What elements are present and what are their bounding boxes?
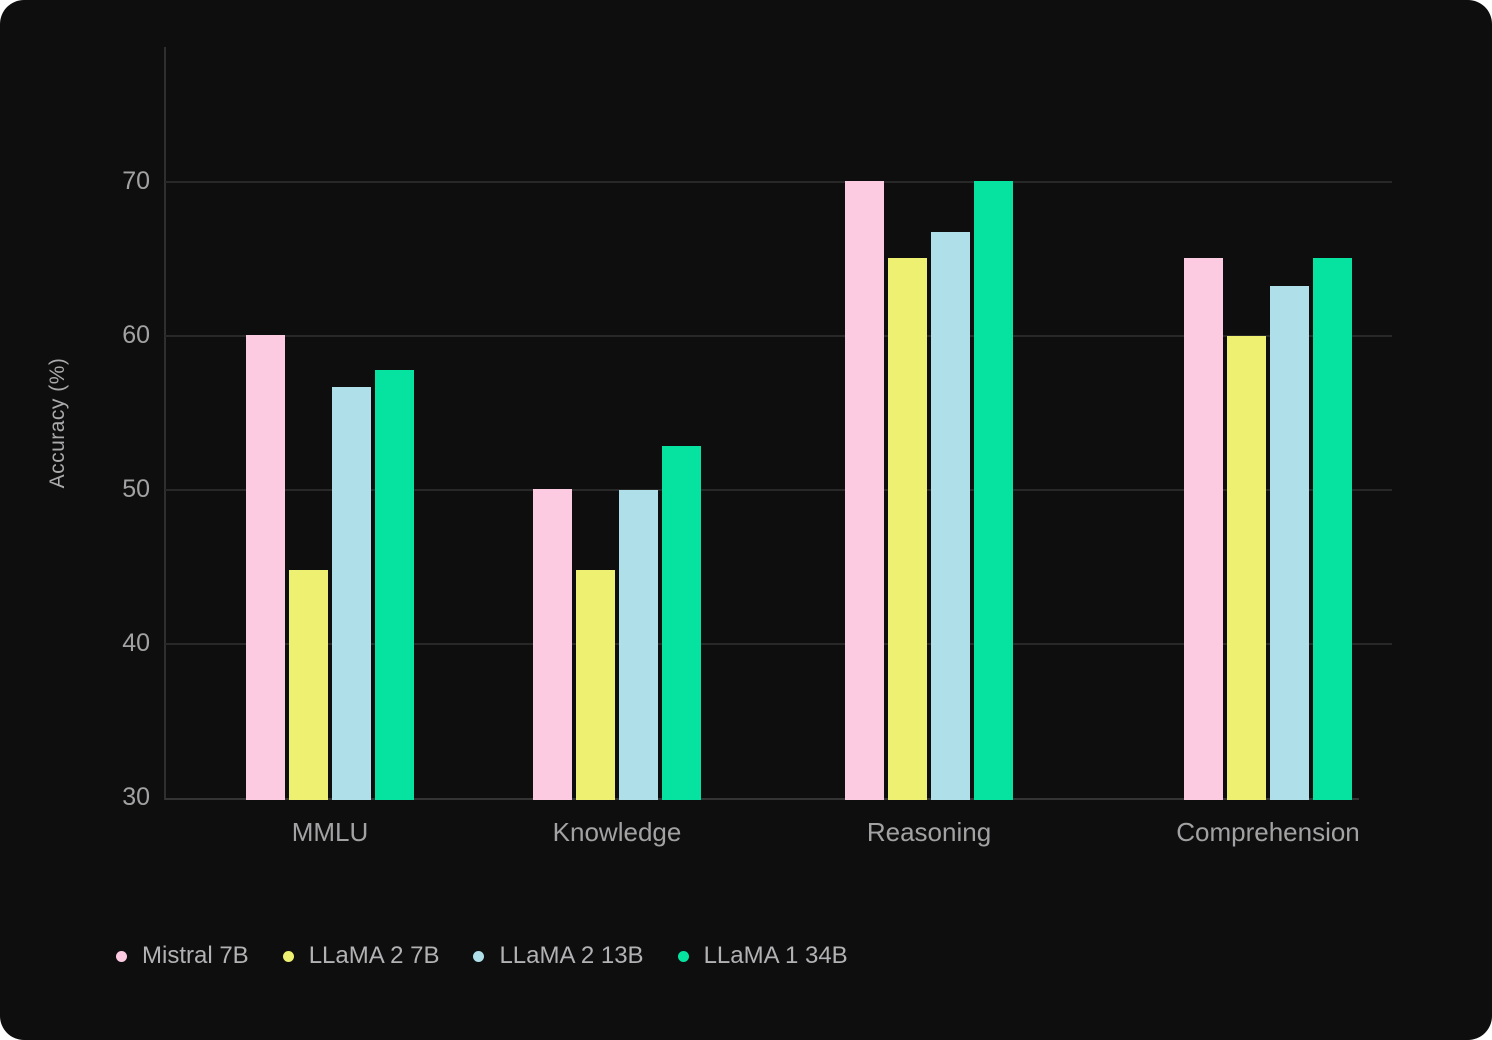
gridline-60 (165, 335, 1392, 338)
x-axis-line (165, 798, 1359, 800)
legend-item-llama-2-7b[interactable]: LLaMA 2 7B (282, 942, 440, 970)
legend-item-llama-2-13b[interactable]: LLaMA 2 13B (473, 942, 644, 970)
gridline-50 (165, 489, 1392, 492)
legend-item-label: LLaMA 1 34B (703, 942, 848, 969)
x-tick-label-mmlu: MMLU (291, 817, 369, 847)
bar-comprehension-llama-2-13b (1270, 285, 1309, 800)
bar-mmlu-mistral-7b (246, 334, 285, 800)
bar-mmlu-llama-2-7b (289, 570, 328, 800)
gridline-70 (165, 181, 1392, 184)
bar-knowledge-llama-2-7b (576, 570, 615, 800)
bar-reasoning-mistral-7b (845, 180, 884, 800)
bar-knowledge-llama-2-13b (619, 490, 658, 800)
bar-mmlu-llama-2-13b (332, 387, 371, 800)
y-tick-label-70: 70 (122, 167, 150, 196)
legend-item-label: Mistral 7B (142, 942, 249, 969)
y-tick-label-60: 60 (122, 321, 150, 350)
x-tick-label-knowledge: Knowledge (552, 817, 682, 847)
legend: Mistral 7B LLaMA 2 7B LLaMA 2 13B LLaMA 1 3… (116, 941, 848, 971)
bar-knowledge-llama-1-34b (662, 445, 701, 800)
bar-comprehension-mistral-7b (1184, 257, 1223, 800)
legend-dot-icon (677, 950, 689, 962)
bar-mmlu-llama-1-34b (375, 370, 414, 800)
gridline-40 (165, 643, 1392, 646)
bar-reasoning-llama-1-34b (974, 180, 1013, 800)
x-tick-label-comprehension: Comprehension (1176, 817, 1360, 847)
y-axis-line (164, 47, 166, 800)
x-tick-label-reasoning: Reasoning (866, 817, 992, 847)
legend-item-llama-1-34b[interactable]: LLaMA 1 34B (677, 942, 848, 970)
bar-reasoning-llama-2-7b (888, 257, 927, 800)
legend-dot-icon (116, 950, 127, 962)
legend-item-mistral-7b[interactable]: Mistral 7B (116, 942, 249, 970)
bar-knowledge-mistral-7b (533, 488, 572, 800)
y-tick-label-30: 30 (122, 782, 150, 811)
y-tick-label-40: 40 (122, 629, 150, 658)
bar-reasoning-llama-2-13b (931, 231, 970, 800)
legend-item-label: LLaMA 2 13B (499, 942, 644, 969)
bar-comprehension-llama-2-7b (1227, 336, 1266, 800)
y-tick-label-50: 50 (122, 475, 150, 504)
bar-comprehension-llama-1-34b (1313, 257, 1352, 800)
legend-dot-icon (473, 950, 485, 962)
legend-dot-icon (282, 950, 294, 962)
legend-item-label: LLaMA 2 7B (308, 942, 440, 969)
y-axis-title: Accuracy (%) (46, 357, 69, 489)
